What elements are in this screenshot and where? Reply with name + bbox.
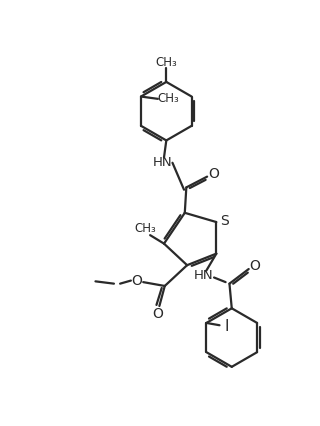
- Text: O: O: [208, 167, 219, 181]
- Text: S: S: [220, 213, 228, 227]
- Text: HN: HN: [194, 270, 214, 282]
- Text: CH₃: CH₃: [156, 56, 177, 69]
- Text: HN: HN: [153, 155, 172, 169]
- Text: CH₃: CH₃: [135, 222, 156, 236]
- Text: CH₃: CH₃: [157, 92, 179, 105]
- Text: O: O: [249, 259, 260, 273]
- Text: O: O: [152, 308, 163, 322]
- Text: I: I: [224, 319, 229, 334]
- Text: O: O: [132, 273, 142, 288]
